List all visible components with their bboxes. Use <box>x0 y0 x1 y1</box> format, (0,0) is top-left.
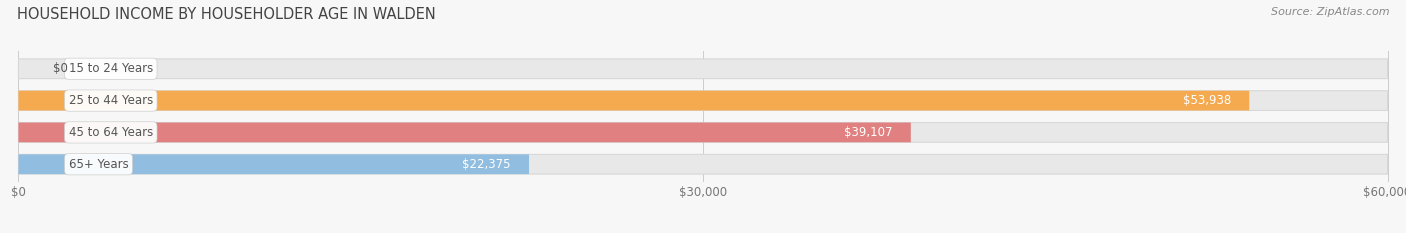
Text: Source: ZipAtlas.com: Source: ZipAtlas.com <box>1271 7 1389 17</box>
FancyBboxPatch shape <box>18 123 911 142</box>
FancyBboxPatch shape <box>18 154 529 174</box>
Text: 65+ Years: 65+ Years <box>69 158 128 171</box>
Text: 15 to 24 Years: 15 to 24 Years <box>69 62 153 75</box>
FancyBboxPatch shape <box>18 91 1250 110</box>
FancyBboxPatch shape <box>18 59 1388 79</box>
FancyBboxPatch shape <box>18 154 1388 174</box>
Text: $53,938: $53,938 <box>1182 94 1232 107</box>
FancyBboxPatch shape <box>18 123 1388 142</box>
Text: $39,107: $39,107 <box>844 126 893 139</box>
Text: HOUSEHOLD INCOME BY HOUSEHOLDER AGE IN WALDEN: HOUSEHOLD INCOME BY HOUSEHOLDER AGE IN W… <box>17 7 436 22</box>
Text: $22,375: $22,375 <box>463 158 510 171</box>
Text: 25 to 44 Years: 25 to 44 Years <box>69 94 153 107</box>
FancyBboxPatch shape <box>18 91 1388 110</box>
Text: 45 to 64 Years: 45 to 64 Years <box>69 126 153 139</box>
Text: $0: $0 <box>52 62 67 75</box>
